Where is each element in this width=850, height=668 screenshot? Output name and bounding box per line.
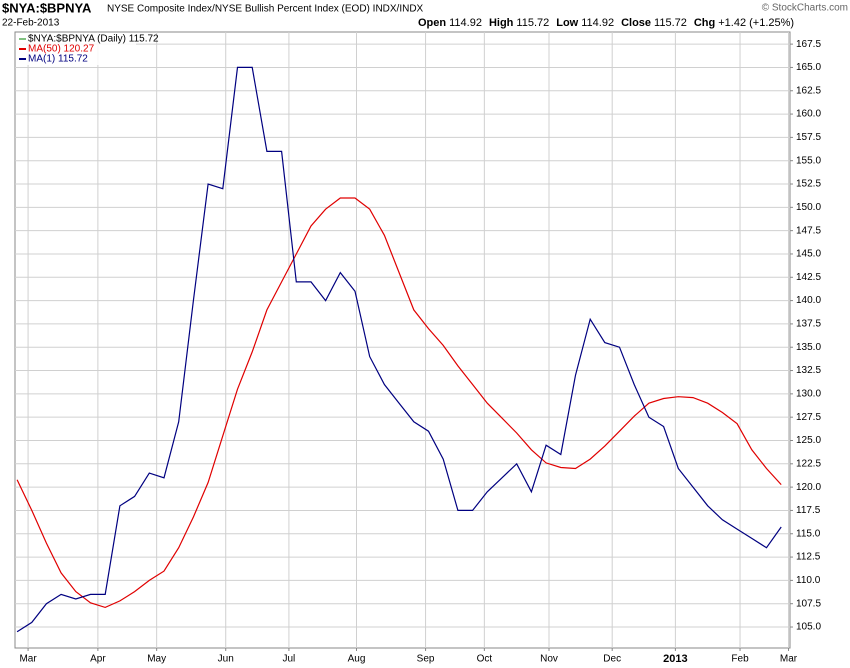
y-tick-label: 107.5 (796, 598, 821, 609)
quote-value: 114.92 (449, 17, 482, 29)
y-tick-label: 162.5 (796, 85, 821, 96)
x-tick-label: May (147, 654, 166, 665)
plot-frame (14, 31, 791, 649)
quote-label: Chg (694, 17, 715, 29)
grid (15, 32, 790, 648)
legend: $NYA:$BPNYA (Daily) 115.72 MA(50) 120.27… (16, 33, 159, 65)
x-tick-label: Nov (540, 654, 558, 665)
y-tick-label: 120.0 (796, 482, 821, 493)
y-tick-label: 105.0 (796, 622, 821, 633)
y-tick-label: 130.0 (796, 388, 821, 399)
copyright: © StockCharts.com (762, 3, 848, 14)
y-tick-label: 122.5 (796, 458, 821, 469)
y-tick-label: 135.0 (796, 342, 821, 353)
quote-value: 115.72 (654, 17, 687, 29)
series-line (16, 66, 782, 633)
y-tick-label: 115.0 (796, 528, 821, 539)
y-tick-label: 160.0 (796, 109, 821, 120)
chart-subtitle: NYSE Composite Index/NYSE Bullish Percen… (107, 4, 424, 15)
quote-label: Close (621, 17, 651, 29)
x-tick-label: 2013 (663, 653, 687, 665)
legend-label: MA(1) 115.72 (28, 54, 88, 65)
x-tick-label: Aug (348, 654, 366, 665)
y-tick-label: 132.5 (796, 365, 821, 376)
x-tick-label: Sep (417, 654, 435, 665)
x-tick-label: Mar (19, 654, 37, 665)
y-tick-label: 110.0 (796, 575, 821, 586)
y-tick-label: 125.0 (796, 435, 821, 446)
y-tick-label: 137.5 (796, 319, 821, 330)
x-tick-label: Feb (731, 654, 749, 665)
x-tick-label: Jun (218, 654, 234, 665)
x-tick-label: Oct (477, 654, 493, 665)
x-tick-label: Dec (603, 654, 621, 665)
y-tick-label: 127.5 (796, 412, 821, 423)
y-tick-label: 145.0 (796, 249, 821, 260)
y-tick-label: 165.0 (796, 62, 821, 73)
y-tick-label: 112.5 (796, 552, 821, 563)
y-tick-label: 152.5 (796, 179, 821, 190)
legend-label: $NYA:$BPNYA (Daily) 115.72 (28, 34, 159, 45)
y-tick-label: 117.5 (796, 505, 821, 516)
y-tick-label: 147.5 (796, 225, 821, 236)
x-tick-label: Apr (90, 654, 106, 665)
quote-label: Open (418, 17, 446, 29)
x-tick-label: Mar (780, 654, 798, 665)
quote-value: +1.42 (+1.25%) (718, 17, 794, 29)
y-tick-label: 155.0 (796, 155, 821, 166)
series-line (16, 197, 782, 609)
quote-label: High (489, 17, 514, 29)
y-tick-label: 142.5 (796, 272, 821, 283)
y-tick-label: 157.5 (796, 132, 821, 143)
quote-value: 115.72 (516, 17, 549, 29)
y-tick-label: 150.0 (796, 202, 821, 213)
y-tick-label: 167.5 (796, 39, 821, 50)
chart-title: $NYA:$BPNYA (2, 0, 92, 15)
quote-label: Low (556, 17, 578, 29)
legend-bg (16, 33, 136, 65)
x-tick-label: Jul (283, 654, 296, 665)
chart-date: 22-Feb-2013 (2, 18, 60, 29)
quote-value: 114.92 (581, 17, 614, 29)
legend-label: MA(50) 120.27 (28, 44, 95, 55)
y-tick-label: 140.0 (796, 295, 821, 306)
